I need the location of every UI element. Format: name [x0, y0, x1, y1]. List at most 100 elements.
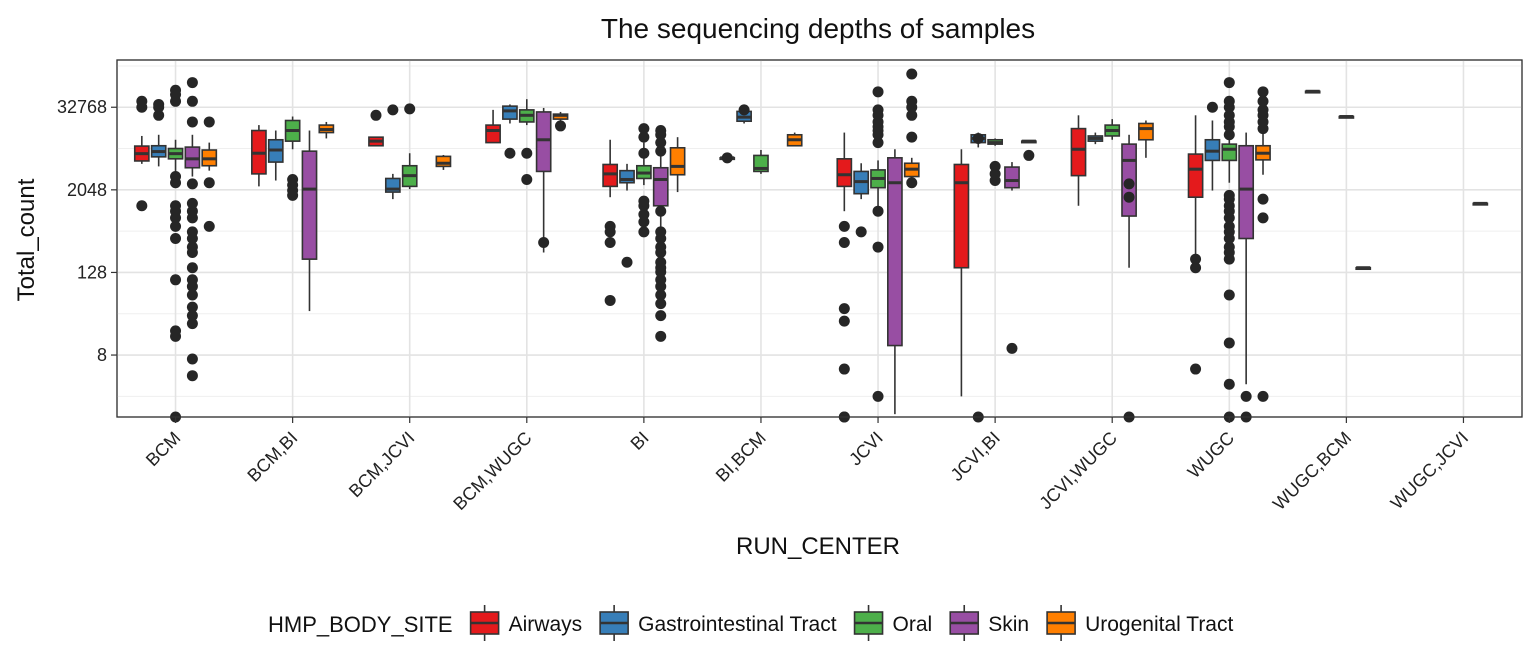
box-skin [652, 125, 669, 342]
outlier-point [872, 137, 884, 149]
outlier-point [521, 173, 533, 185]
outlier-point [655, 289, 667, 301]
box-urogenital-tract [318, 121, 335, 139]
outlier-point [203, 116, 215, 128]
box-urogenital-tract [786, 132, 803, 147]
box-iqr [652, 166, 669, 207]
outlier-point [538, 236, 550, 248]
box-skin [887, 149, 903, 415]
box-oral [753, 150, 769, 174]
outlier-point [638, 195, 650, 207]
outlier-point [738, 104, 750, 116]
chart-title: The sequencing depths of samples [601, 13, 1035, 44]
outlier-point [655, 330, 667, 342]
outlier-point [906, 131, 918, 143]
outlier-point [1223, 189, 1235, 201]
box-iqr [953, 163, 970, 269]
outlier-point [1257, 212, 1269, 224]
outlier-point [1223, 220, 1235, 232]
outlier-point [186, 310, 198, 322]
outlier-point [604, 236, 616, 248]
outlier-point [721, 152, 733, 164]
box-gastrointestinal-tract [384, 104, 401, 200]
outlier-point [655, 274, 667, 286]
outlier-point [906, 95, 918, 107]
outlier-point [387, 104, 399, 116]
x-tick-label: BCM,BI [243, 428, 301, 486]
box-oral [1104, 119, 1121, 140]
outlier-point [153, 98, 165, 110]
outlier-point [404, 103, 416, 115]
box-iqr [887, 157, 903, 347]
box-iqr [502, 105, 518, 120]
box-airways [485, 109, 501, 144]
x-tick-label: BI [627, 428, 653, 454]
box-airways [1304, 89, 1321, 94]
box-airways [719, 152, 736, 164]
box-urogenital-tract [1255, 86, 1271, 402]
outlier-point [1006, 342, 1018, 354]
outlier-point [1223, 77, 1235, 89]
box-iqr [535, 111, 552, 173]
outlier-point [186, 262, 198, 274]
outlier-point [186, 289, 198, 301]
box-airways [251, 125, 267, 187]
box-iqr [669, 146, 686, 176]
box-iqr [435, 155, 452, 168]
outlier-point [186, 205, 198, 217]
box-iqr [1070, 127, 1087, 177]
outlier-point [655, 137, 667, 149]
box-skin [535, 107, 552, 253]
outlier-point [838, 363, 850, 375]
outlier-point [287, 173, 299, 185]
outlier-point [170, 274, 182, 286]
outlier-point [838, 315, 850, 327]
outlier-point [203, 220, 215, 232]
box-iqr [1221, 143, 1238, 162]
outlier-point [521, 147, 533, 159]
outlier-point [186, 116, 198, 128]
box-iqr [602, 163, 619, 188]
legend: HMP_BODY_SITE Airways Gastrointestinal Tr… [268, 605, 1233, 641]
outlier-point [638, 147, 650, 159]
outlier-point [604, 294, 616, 306]
y-tick-label: 8 [97, 345, 107, 365]
legend-label: Skin [988, 613, 1029, 636]
outlier-point [370, 109, 382, 121]
outlier-point [170, 233, 182, 244]
outlier-point [872, 390, 884, 402]
outlier-point [872, 86, 884, 98]
box-urogenital-tract [669, 137, 686, 193]
outlier-point [655, 310, 667, 322]
outlier-point [170, 325, 182, 337]
box-oral [1221, 77, 1238, 423]
outlier-point [1190, 363, 1202, 375]
outlier-point [1257, 193, 1269, 205]
x-tick-label: JCVI,BI [947, 428, 1004, 485]
outlier-point [638, 131, 650, 143]
box-gastrointestinal-tract [1087, 132, 1104, 145]
legend-label: Airways [509, 613, 583, 636]
box-skin [1121, 134, 1137, 423]
outlier-point [1123, 178, 1135, 190]
x-tick-label: BCM [142, 428, 184, 470]
box-oral [518, 99, 535, 185]
box-skin [184, 77, 201, 382]
outlier-point [655, 298, 667, 310]
box-urogenital-tract [435, 154, 452, 170]
outlier-point [186, 370, 198, 382]
box-urogenital-tract [1020, 139, 1037, 161]
box-oral [870, 86, 886, 402]
outlier-point [1257, 390, 1269, 402]
outlier-point [1223, 109, 1235, 121]
outlier-point [972, 132, 984, 144]
y-axis: 8 128 2048 32768 [57, 97, 117, 365]
legend-items: Airways Gastrointestinal Tract Oral Skin Uro… [469, 605, 1233, 641]
box-oral [1338, 115, 1355, 119]
box-gastrointestinal-tract [1204, 101, 1221, 191]
outlier-point [872, 241, 884, 253]
box-oral [167, 84, 184, 423]
outlier-point [203, 177, 215, 189]
box-urogenital-tract [1138, 120, 1154, 158]
